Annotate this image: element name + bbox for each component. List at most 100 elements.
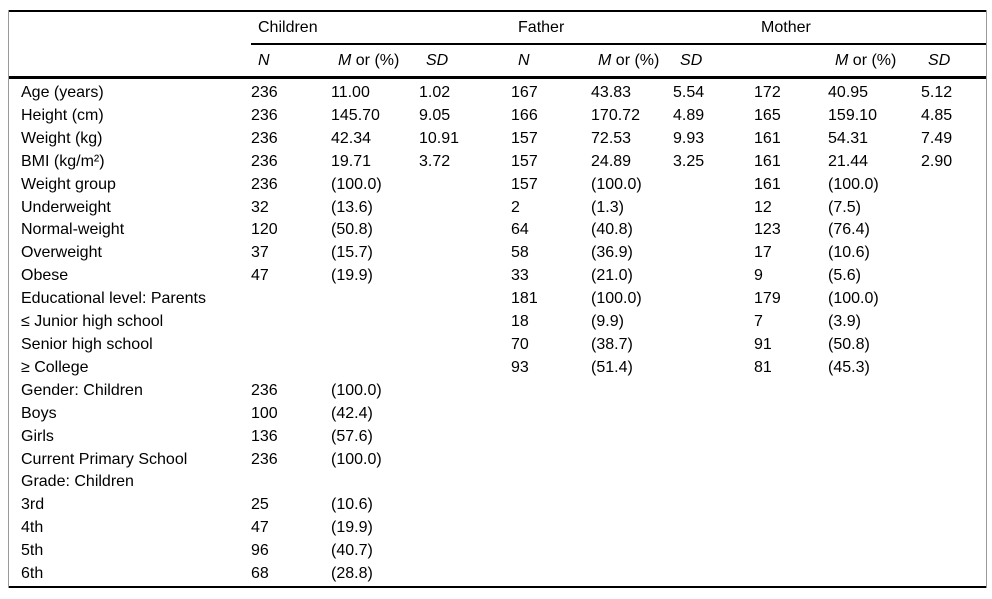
data-cell <box>828 494 921 517</box>
data-cell: 4.85 <box>921 106 953 124</box>
data-cell <box>754 494 828 517</box>
data-cell <box>511 380 591 403</box>
data-cell <box>673 403 754 426</box>
data-cell <box>419 311 511 334</box>
row-label: Educational level: Parents <box>21 290 206 308</box>
data-cell: (7.5) <box>828 198 861 216</box>
data-cell: (36.9) <box>591 244 633 262</box>
sub-header-mother-sd: SD <box>921 44 987 79</box>
data-cell: (21.0) <box>591 267 633 285</box>
data-cell <box>419 265 511 288</box>
data-cell <box>591 426 673 449</box>
data-cell <box>921 265 986 288</box>
data-cell <box>921 426 986 449</box>
data-cell: (50.8) <box>331 221 373 239</box>
row-label: Overweight <box>21 244 102 262</box>
data-cell <box>419 517 511 540</box>
data-cell: 9 <box>754 267 763 285</box>
data-cell <box>921 563 986 587</box>
data-cell: (100.0) <box>591 290 642 308</box>
data-cell <box>828 449 921 495</box>
table-body: Age (years) 236 11.00 1.02 167 43.83 5.54 172 40… <box>9 78 986 587</box>
data-cell <box>673 219 754 242</box>
data-cell: 4.89 <box>673 106 705 124</box>
data-cell: 172 <box>754 84 781 101</box>
data-cell: 17 <box>754 244 772 262</box>
data-cell: 161 <box>754 152 781 170</box>
data-cell <box>419 219 511 242</box>
data-cell <box>921 288 986 311</box>
data-cell <box>591 540 673 563</box>
table-row: ≥ College 93 (51.4) 81 (45.3) <box>9 357 986 380</box>
data-cell: (19.9) <box>331 519 373 537</box>
data-cell <box>673 357 754 380</box>
row-label: BMI (kg/m²) <box>21 152 105 170</box>
sub-header-rest: or (%) <box>611 51 660 69</box>
table-row: 6th 68 (28.8) <box>9 563 986 587</box>
data-cell <box>673 197 754 220</box>
data-cell <box>419 197 511 220</box>
data-cell: (100.0) <box>331 450 382 468</box>
row-label: ≥ College <box>21 358 89 376</box>
data-cell: 58 <box>511 244 529 262</box>
data-cell <box>921 517 986 540</box>
data-cell: 21.44 <box>828 152 869 170</box>
data-cell: 2 <box>511 198 520 216</box>
data-cell <box>331 288 419 311</box>
group-header-mother: Mother <box>754 11 987 45</box>
data-cell: (10.6) <box>331 496 373 514</box>
data-cell: (50.8) <box>828 335 870 353</box>
data-cell: 120 <box>251 221 278 239</box>
data-cell: 136 <box>251 427 278 445</box>
data-cell: 157 <box>511 129 538 147</box>
data-cell: (100.0) <box>591 175 642 193</box>
data-cell: 123 <box>754 221 781 239</box>
data-cell: 11.00 <box>331 84 370 101</box>
data-cell: 32 <box>251 198 269 216</box>
sub-header-mother-m: M or (%) <box>828 44 922 79</box>
data-cell <box>591 517 673 540</box>
sub-header-mother-n <box>754 44 829 79</box>
sub-header-children-n: N <box>251 44 331 79</box>
data-cell: 64 <box>511 221 529 239</box>
data-cell <box>754 563 828 587</box>
data-cell: 47 <box>251 267 269 285</box>
table-row: BMI (kg/m²) 236 19.71 3.72 157 24.89 3.25 161 21… <box>9 151 986 174</box>
data-cell <box>331 357 419 380</box>
sub-header-italic: N <box>258 51 270 69</box>
sub-header-rest: or (%) <box>351 51 400 69</box>
data-cell: 159.10 <box>828 106 877 124</box>
data-cell <box>511 403 591 426</box>
data-cell: 165 <box>754 106 781 124</box>
data-cell: 236 <box>251 106 278 124</box>
statistics-table-frame: Children Father Mother N M or (%) SD N M… <box>8 10 988 588</box>
row-label: Senior high school <box>21 335 153 353</box>
data-cell: 18 <box>511 313 529 331</box>
data-cell: (51.4) <box>591 358 633 376</box>
data-cell: (28.8) <box>331 565 373 583</box>
data-cell: 236 <box>251 84 278 101</box>
data-cell <box>331 311 419 334</box>
data-cell: 167 <box>511 84 538 101</box>
table-row: Girls 136 (57.6) <box>9 426 986 449</box>
data-cell: 33 <box>511 267 529 285</box>
table-row: Weight group 236 (100.0) 157 (100.0) 161 (100.… <box>9 174 986 197</box>
data-cell <box>419 357 511 380</box>
data-cell <box>921 174 986 197</box>
data-cell <box>591 563 673 587</box>
data-cell <box>511 517 591 540</box>
data-cell: 161 <box>754 129 781 147</box>
data-cell: 40.95 <box>828 84 869 101</box>
data-cell <box>921 449 986 495</box>
data-cell <box>754 380 828 403</box>
row-label: Boys <box>21 404 57 422</box>
data-cell: (3.9) <box>828 313 861 331</box>
data-cell <box>511 563 591 587</box>
sub-header-empty <box>9 44 251 79</box>
data-cell <box>419 288 511 311</box>
table-header: Children Father Mother N M or (%) SD N M… <box>9 11 987 79</box>
data-cell <box>754 540 828 563</box>
data-cell: 25 <box>251 496 269 514</box>
sub-header-father-sd: SD <box>673 44 755 79</box>
table-row: Normal-weight 120 (50.8) 64 (40.8) 123 (76.4) <box>9 219 986 242</box>
